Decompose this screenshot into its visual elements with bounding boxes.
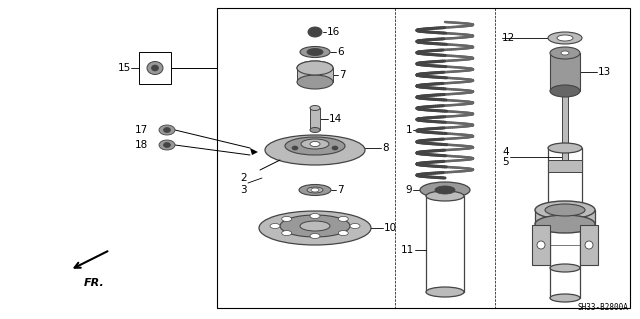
Ellipse shape xyxy=(307,187,323,193)
Ellipse shape xyxy=(159,140,175,150)
Ellipse shape xyxy=(339,216,348,221)
Text: 3: 3 xyxy=(240,185,246,195)
Ellipse shape xyxy=(297,61,333,75)
Text: 12: 12 xyxy=(502,33,515,43)
Ellipse shape xyxy=(163,128,170,132)
Polygon shape xyxy=(250,148,258,155)
Ellipse shape xyxy=(299,184,331,196)
Ellipse shape xyxy=(311,188,319,192)
Bar xyxy=(426,196,464,292)
Bar xyxy=(297,68,333,82)
Ellipse shape xyxy=(307,48,323,56)
Ellipse shape xyxy=(297,61,333,75)
Ellipse shape xyxy=(426,287,464,297)
Ellipse shape xyxy=(310,213,320,219)
Bar xyxy=(548,160,582,172)
Ellipse shape xyxy=(537,241,545,249)
Ellipse shape xyxy=(550,264,580,272)
Ellipse shape xyxy=(435,186,455,194)
Text: 15: 15 xyxy=(118,63,131,73)
Ellipse shape xyxy=(535,215,595,233)
Ellipse shape xyxy=(300,47,330,57)
Ellipse shape xyxy=(310,142,320,146)
Text: 5: 5 xyxy=(502,157,509,167)
Text: 17: 17 xyxy=(135,125,148,135)
Ellipse shape xyxy=(259,211,371,245)
Ellipse shape xyxy=(147,62,163,75)
Ellipse shape xyxy=(557,35,573,41)
Bar xyxy=(535,210,595,224)
Ellipse shape xyxy=(339,231,348,235)
Ellipse shape xyxy=(585,241,593,249)
Ellipse shape xyxy=(297,75,333,89)
Text: 10: 10 xyxy=(384,223,397,233)
Text: 1: 1 xyxy=(405,125,412,135)
Ellipse shape xyxy=(152,65,159,71)
Text: 6: 6 xyxy=(337,47,344,57)
Ellipse shape xyxy=(285,137,345,155)
Text: 9: 9 xyxy=(405,185,412,195)
Ellipse shape xyxy=(159,125,175,135)
Bar xyxy=(550,53,580,91)
Text: SH33-B2800A: SH33-B2800A xyxy=(577,303,628,312)
Bar xyxy=(310,108,320,130)
Text: 4: 4 xyxy=(502,147,509,157)
Text: 11: 11 xyxy=(401,245,414,255)
Ellipse shape xyxy=(280,215,350,237)
Ellipse shape xyxy=(350,224,360,228)
Ellipse shape xyxy=(270,224,280,228)
Ellipse shape xyxy=(300,221,330,231)
Ellipse shape xyxy=(332,146,338,150)
Ellipse shape xyxy=(548,143,582,153)
Ellipse shape xyxy=(282,231,292,235)
Ellipse shape xyxy=(550,294,580,302)
Ellipse shape xyxy=(561,51,569,55)
Text: 13: 13 xyxy=(598,67,611,77)
Bar xyxy=(550,268,580,298)
Ellipse shape xyxy=(548,32,582,44)
Ellipse shape xyxy=(550,47,580,59)
Ellipse shape xyxy=(163,143,170,147)
Ellipse shape xyxy=(310,234,320,239)
Ellipse shape xyxy=(310,106,320,110)
Text: 8: 8 xyxy=(382,143,388,153)
Ellipse shape xyxy=(308,27,322,37)
Bar xyxy=(548,148,582,210)
Text: 2: 2 xyxy=(240,173,246,183)
Ellipse shape xyxy=(301,139,329,149)
Ellipse shape xyxy=(292,146,298,150)
Bar xyxy=(139,52,171,84)
Ellipse shape xyxy=(545,204,585,216)
Bar xyxy=(562,91,568,170)
Text: FR.: FR. xyxy=(84,278,105,288)
Bar xyxy=(217,8,630,308)
Text: 16: 16 xyxy=(327,27,340,37)
Text: 18: 18 xyxy=(135,140,148,150)
Ellipse shape xyxy=(282,216,292,221)
Polygon shape xyxy=(532,225,550,265)
Ellipse shape xyxy=(310,128,320,132)
Bar xyxy=(550,224,580,268)
Polygon shape xyxy=(580,225,598,265)
Ellipse shape xyxy=(535,201,595,219)
Text: 7: 7 xyxy=(337,185,344,195)
Text: 14: 14 xyxy=(329,114,342,124)
Ellipse shape xyxy=(550,85,580,97)
Ellipse shape xyxy=(265,135,365,165)
Ellipse shape xyxy=(420,182,470,198)
Text: 7: 7 xyxy=(339,70,346,80)
Ellipse shape xyxy=(426,191,464,201)
